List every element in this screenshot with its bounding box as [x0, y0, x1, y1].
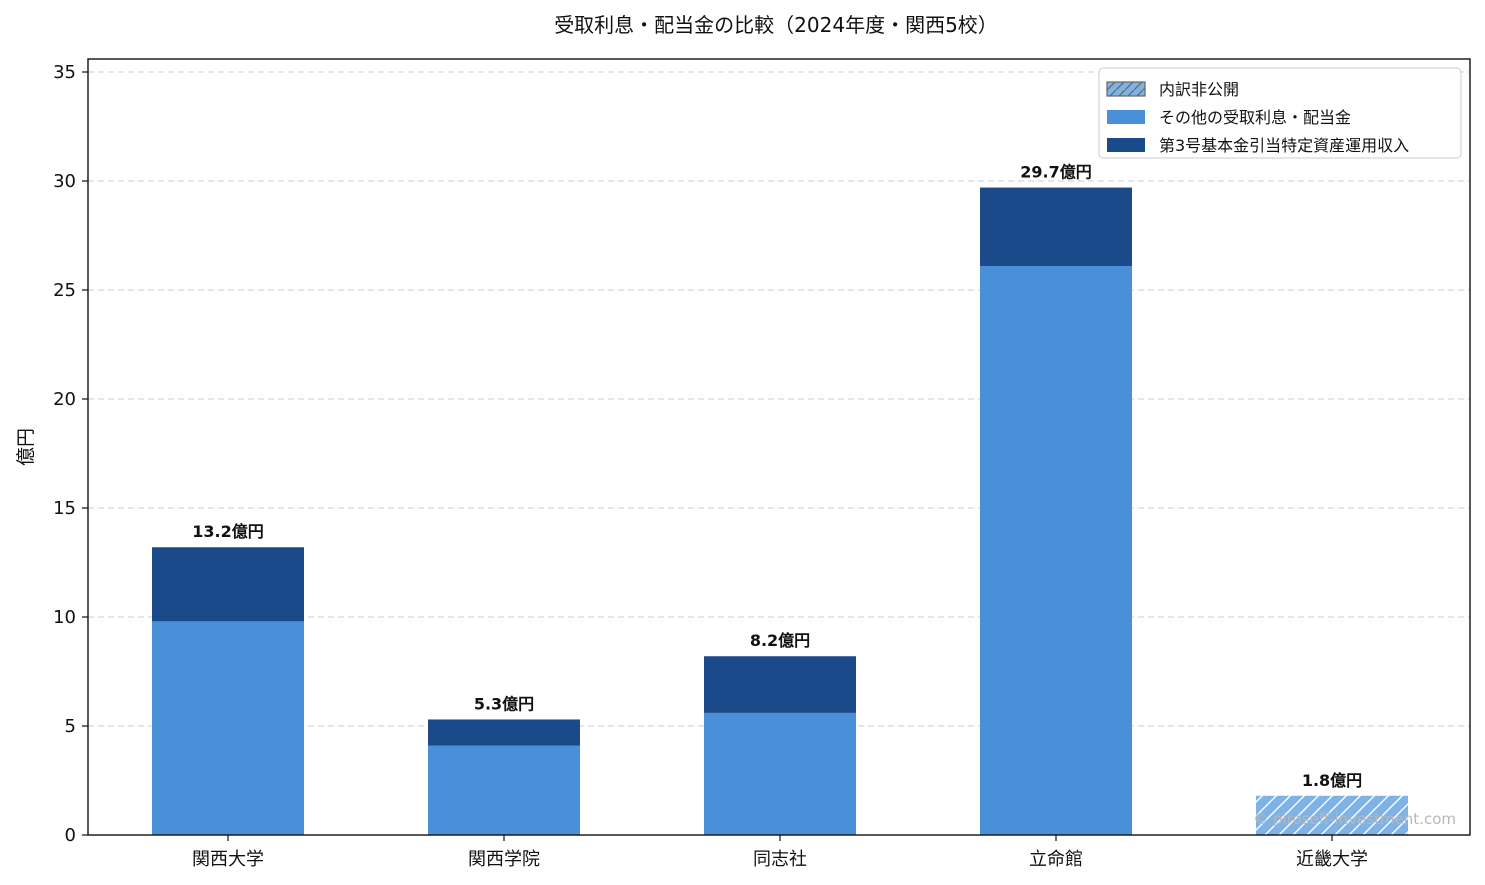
- watermark: © piroseff-investment.com: [1253, 810, 1456, 828]
- bar-2-series-0: [704, 712, 856, 835]
- total-label-4: 1.8億円: [1302, 771, 1362, 790]
- bar-2-series-1: [704, 656, 856, 713]
- y-axis: 0 5 10 15 20 25 30 35: [53, 62, 88, 846]
- bar-3-series-0: [980, 266, 1132, 835]
- grid-lines: [88, 71, 1470, 727]
- total-label-3: 29.7億円: [1020, 163, 1091, 182]
- y-tick-label-15: 15: [53, 498, 76, 519]
- legend-box: [1098, 67, 1462, 159]
- plot-frame: [87, 58, 1471, 836]
- bar-4-series-2: [1256, 795, 1408, 835]
- y-axis-label: 億円: [15, 428, 37, 466]
- x-axis: 関西大学 関西学院 同志社 立命館 近畿大学: [192, 835, 1368, 870]
- y-tick-label-20: 20: [53, 389, 76, 410]
- legend-swatch-0: [1106, 81, 1146, 97]
- x-tick-label-2: 同志社: [753, 849, 807, 870]
- y-tick-label-10: 10: [53, 607, 76, 628]
- bar-0-series-1: [152, 547, 304, 622]
- y-tick-label-25: 25: [53, 280, 76, 301]
- total-label-1: 5.3億円: [474, 694, 534, 713]
- bar-1-series-1: [428, 719, 580, 746]
- legend-label-1: その他の受取利息・配当金: [1159, 108, 1351, 127]
- bar-1-series-0: [428, 745, 580, 835]
- bar-3-series-1: [980, 187, 1132, 267]
- legend-swatch-1: [1107, 110, 1145, 124]
- total-labels: 13.2億円 5.3億円 8.2億円 29.7億円 1.8億円: [192, 163, 1362, 790]
- x-tick-label-0: 関西大学: [192, 849, 264, 870]
- y-tick-label-0: 0: [65, 825, 76, 846]
- total-label-2: 8.2億円: [750, 631, 810, 650]
- legend-swatch-2: [1107, 138, 1145, 152]
- x-tick-label-1: 関西学院: [468, 849, 540, 870]
- x-tick-label-3: 立命館: [1029, 849, 1083, 870]
- chart-title: 受取利息・配当金の比較（2024年度・関西5校）: [554, 13, 998, 37]
- y-tick-label-30: 30: [53, 171, 76, 192]
- y-tick-label-35: 35: [53, 62, 76, 83]
- bar-0-series-0: [152, 621, 304, 835]
- x-tick-label-4: 近畿大学: [1296, 849, 1368, 870]
- legend-label-2: 第3号基本金引当特定資産運用収入: [1159, 136, 1409, 155]
- legend-label-0: 内訳非公開: [1159, 80, 1239, 99]
- bar-area: [152, 187, 1408, 835]
- total-label-0: 13.2億円: [192, 522, 263, 541]
- y-tick-label-5: 5: [65, 716, 76, 737]
